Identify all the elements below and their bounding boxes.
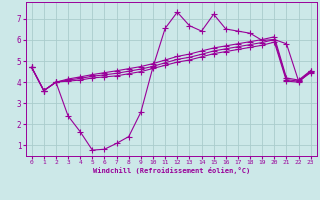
X-axis label: Windchill (Refroidissement éolien,°C): Windchill (Refroidissement éolien,°C) [92,167,250,174]
